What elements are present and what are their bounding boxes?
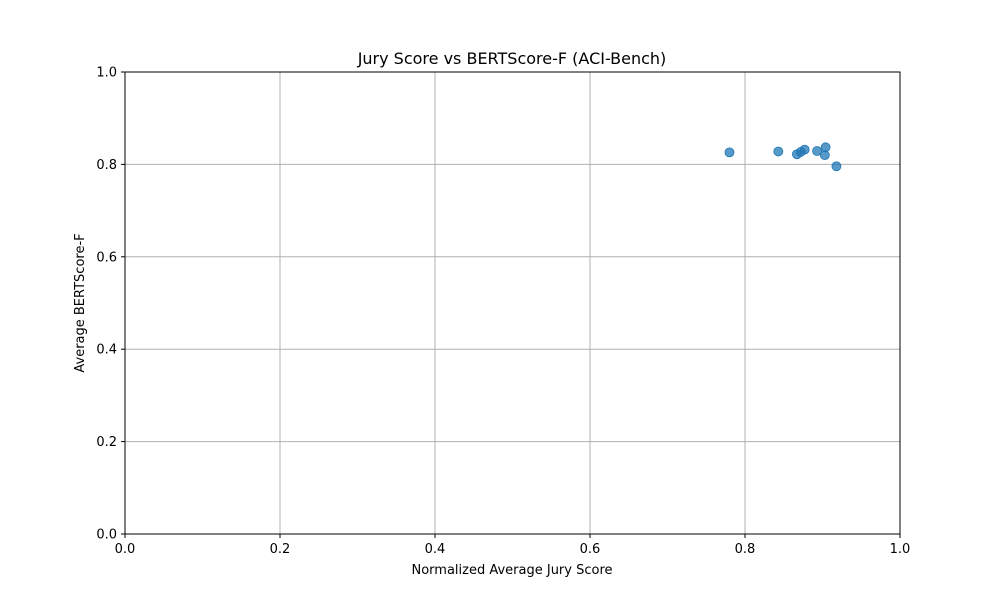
x-tick-label: 0.0	[115, 542, 136, 557]
y-tick-label: 0.0	[96, 528, 117, 543]
y-axis-label: Average BERTScore-F	[73, 233, 88, 372]
scatter-point	[773, 146, 784, 157]
y-tick-label: 0.4	[96, 343, 117, 358]
data-points	[724, 142, 842, 172]
y-tick-label: 1.0	[96, 66, 117, 81]
scatter-point	[812, 146, 822, 156]
x-tick-label: 0.4	[425, 542, 446, 557]
x-tick-label: 0.6	[580, 542, 601, 557]
plot-frame	[124, 71, 901, 535]
y-tick-label: 0.2	[96, 435, 117, 450]
chart-title: Jury Score vs BERTScore-F (ACI-Bench)	[357, 49, 667, 68]
y-tick-label: 0.8	[96, 158, 117, 173]
x-tick-label: 0.8	[735, 542, 756, 557]
y-tick-label: 0.6	[96, 250, 117, 265]
scatter-point	[799, 144, 810, 155]
x-axis-label: Normalized Average Jury Score	[411, 563, 612, 578]
x-tick-label: 0.2	[270, 542, 291, 557]
plot-area	[125, 72, 900, 534]
scatter-point	[831, 161, 842, 172]
scatter-point	[724, 147, 735, 158]
x-tick-label: 1.0	[890, 542, 911, 557]
scatter-point	[820, 142, 831, 153]
axis-ticks: 0.0 0.2 0.4 0.6 0.8 1.0 0.0 0.2 0.4 0.6 0.8 1.0	[96, 66, 910, 558]
